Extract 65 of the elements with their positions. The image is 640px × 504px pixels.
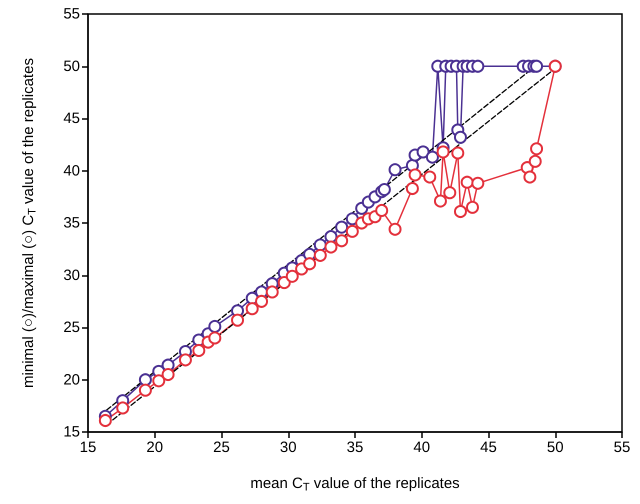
y-tick-label: 40 xyxy=(63,162,80,180)
x-tick-label: 30 xyxy=(280,439,297,456)
point xyxy=(152,374,166,388)
point xyxy=(416,145,430,158)
point xyxy=(466,200,479,214)
point xyxy=(346,212,359,226)
point xyxy=(378,183,391,196)
point xyxy=(530,60,544,73)
point xyxy=(192,344,206,357)
point xyxy=(408,168,422,182)
point xyxy=(388,163,402,176)
point xyxy=(324,240,338,254)
point xyxy=(434,194,447,208)
point xyxy=(246,302,259,316)
point xyxy=(314,248,327,262)
y-tick-label: 50 xyxy=(63,58,80,75)
point xyxy=(208,320,222,333)
y-tick-label: 45 xyxy=(63,110,80,127)
point xyxy=(423,170,436,184)
y-tick-label: 30 xyxy=(63,266,80,284)
point xyxy=(530,142,544,156)
point xyxy=(443,186,456,200)
point xyxy=(436,145,450,158)
point xyxy=(528,154,542,168)
point xyxy=(388,222,402,236)
point xyxy=(454,130,467,144)
x-tick-label: 15 xyxy=(80,439,96,456)
point xyxy=(303,257,316,270)
point xyxy=(460,176,474,189)
point xyxy=(116,401,130,414)
point xyxy=(98,414,112,427)
y-tick-label: 25 xyxy=(63,319,80,336)
point xyxy=(286,270,299,283)
point xyxy=(178,353,192,366)
point xyxy=(278,276,291,290)
point xyxy=(471,60,484,73)
point xyxy=(335,234,348,248)
x-tick-label: 35 xyxy=(346,439,364,456)
point xyxy=(266,285,279,298)
point xyxy=(471,176,484,190)
y-axis-title: minimal (○)/maximal (○) CT value of the replicates xyxy=(20,58,38,388)
x-tick-label: 25 xyxy=(213,439,230,456)
y-tick-label: 20 xyxy=(63,371,80,388)
x-tick-label: 45 xyxy=(480,439,497,456)
point xyxy=(138,384,152,397)
point xyxy=(335,220,348,234)
x-tick-label: 50 xyxy=(546,439,564,456)
y-tick-label: 55 xyxy=(63,6,80,22)
point xyxy=(346,224,359,238)
point xyxy=(426,150,439,164)
x-tick-label: 20 xyxy=(146,439,164,456)
x-tick-label: 40 xyxy=(413,439,430,456)
point xyxy=(138,373,152,386)
point xyxy=(406,182,419,196)
point xyxy=(208,331,222,344)
point xyxy=(451,146,464,160)
point xyxy=(523,170,536,184)
y-tick-label: 35 xyxy=(63,214,80,232)
y-tick-label: 15 xyxy=(63,424,80,440)
x-tick-label: 55 xyxy=(614,439,630,456)
point xyxy=(454,205,467,218)
point xyxy=(231,314,244,327)
point xyxy=(162,368,175,382)
point xyxy=(375,204,388,217)
point xyxy=(255,294,268,308)
